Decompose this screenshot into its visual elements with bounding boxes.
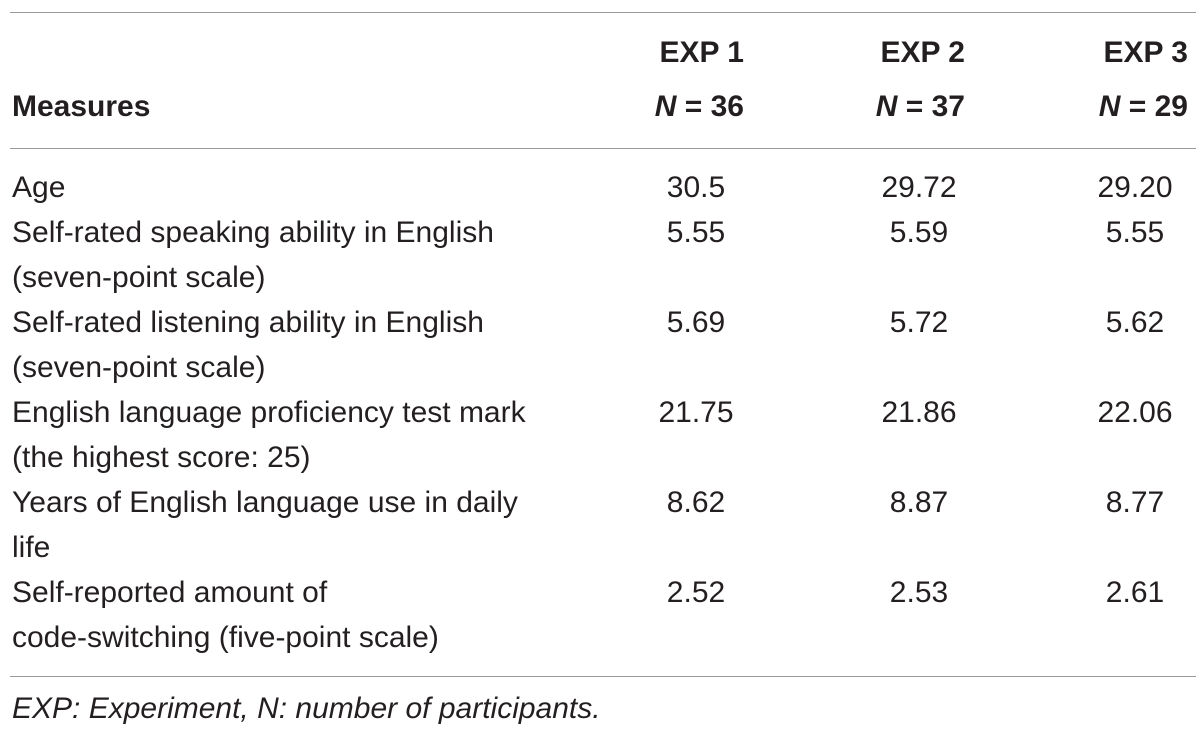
header-divider-rule [10, 148, 1196, 149]
row-label-line: code-switching (five-point scale) [12, 621, 439, 654]
cell-exp3: 5.62 [1105, 306, 1165, 339]
cell-exp3: 29.20 [1097, 171, 1173, 204]
row-label-line: Years of English language use in daily [12, 486, 518, 519]
column-header-exp2: EXP 2 [880, 36, 965, 69]
cell-exp3: 22.06 [1097, 396, 1173, 429]
row-label-line: English language proficiency test mark [12, 396, 526, 429]
column-header-exp3: EXP 3 [1103, 36, 1188, 69]
row-label-line: Self-rated listening ability in English [12, 306, 484, 339]
cell-exp1: 5.69 [666, 306, 726, 339]
column-header-n1: N = 36 [655, 88, 744, 126]
row-label: Self-rated speaking ability in English (… [12, 210, 582, 300]
row-label-line: (the highest score: 25) [12, 441, 311, 474]
cell-exp1: 5.55 [666, 216, 726, 249]
cell-exp1: 2.52 [666, 576, 726, 609]
cell-exp2: 29.72 [881, 171, 957, 204]
cell-exp1: 30.5 [666, 171, 726, 204]
row-label: Years of English language use in daily l… [12, 480, 582, 570]
table-top-rule [10, 12, 1196, 13]
row-label-line: life [12, 531, 51, 564]
row-label: Age [12, 165, 582, 210]
cell-exp1: 8.62 [666, 486, 726, 519]
cell-exp2: 21.86 [881, 396, 957, 429]
table-bottom-rule [10, 676, 1196, 677]
row-label-line: (seven-point scale) [12, 351, 266, 384]
cell-exp3: 8.77 [1105, 486, 1165, 519]
column-header-n3: N = 29 [1099, 88, 1188, 126]
measures-column-header: Measures [12, 90, 151, 123]
cell-exp2: 2.53 [889, 576, 949, 609]
cell-exp2: 8.87 [889, 486, 949, 519]
n-value: = 29 [1120, 90, 1188, 123]
row-label: English language proficiency test mark (… [12, 390, 582, 480]
cell-exp2: 5.59 [889, 216, 949, 249]
n-value: = 37 [897, 90, 965, 123]
column-header-exp1: EXP 1 [659, 36, 744, 69]
row-label-line: Self-reported amount of [12, 576, 328, 609]
row-label: Self-rated listening ability in English … [12, 300, 582, 390]
column-header-n2: N = 37 [876, 88, 965, 126]
row-label-line: Age [12, 171, 66, 204]
n-symbol: N [654, 90, 677, 123]
row-label-line: Self-rated speaking ability in English [12, 216, 494, 249]
n-symbol: N [875, 90, 898, 123]
n-symbol: N [1098, 90, 1121, 123]
cell-exp2: 5.72 [889, 306, 949, 339]
cell-exp3: 2.61 [1105, 576, 1165, 609]
row-label: Self-reported amount of code-switching (… [12, 570, 582, 660]
cell-exp3: 5.55 [1105, 216, 1165, 249]
n-value: = 36 [676, 90, 744, 123]
cell-exp1: 21.75 [658, 396, 734, 429]
row-label-line: (seven-point scale) [12, 261, 266, 294]
table-footnote: EXP: Experiment, N: number of participan… [12, 692, 601, 725]
